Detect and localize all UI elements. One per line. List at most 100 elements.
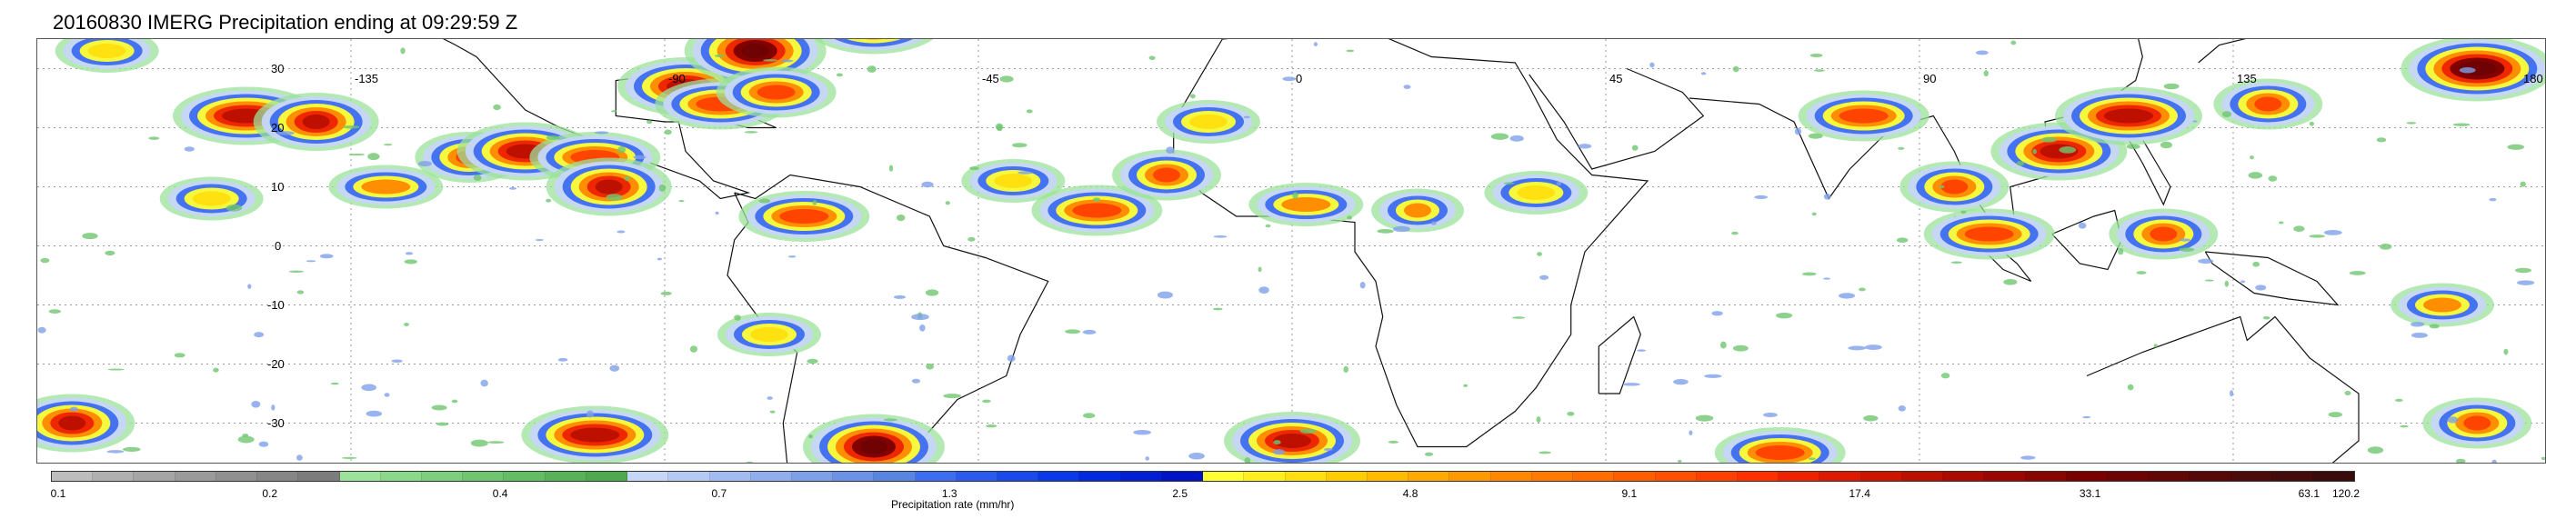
precip-cell	[570, 427, 620, 443]
precip-speck	[714, 54, 725, 57]
precip-cell	[2104, 108, 2153, 124]
precip-speck	[2221, 111, 2232, 117]
colorbar-segment	[421, 472, 464, 481]
colorbar-segment	[1779, 472, 1820, 481]
precip-speck	[2459, 66, 2476, 74]
precipitation-map[interactable]: 30 20 10 0 -10 -20 -30 -135 -90 -45 0 45 90 135 180	[36, 38, 2546, 464]
precip-cell	[1940, 179, 1969, 195]
precip-cell	[741, 44, 769, 58]
colorbar-segment	[52, 472, 94, 481]
colorbar-segment	[1079, 472, 1121, 481]
precip-speck	[1065, 329, 1081, 334]
precip-speck	[1732, 65, 1739, 73]
precip-speck	[557, 357, 568, 362]
precip-speck	[82, 233, 98, 240]
precip-speck	[2279, 221, 2284, 225]
precip-speck	[2252, 261, 2260, 267]
precip-speck	[689, 345, 698, 353]
precip-speck	[319, 254, 334, 259]
precip-cell	[994, 174, 1033, 188]
precip-speck	[226, 204, 243, 212]
colorbar-tick-label: 120.2	[2331, 487, 2360, 500]
precip-speck	[417, 161, 432, 167]
precip-speck	[1864, 344, 1882, 350]
colorbar-segment	[833, 472, 875, 481]
precip-speck	[254, 332, 265, 338]
precip-speck	[1975, 50, 1989, 55]
precip-speck	[1898, 146, 1905, 150]
precip-speck	[546, 198, 552, 203]
colorbar-tick-label: 2.5	[1172, 487, 1188, 500]
coastline	[2198, 39, 2247, 64]
colorbar-segment	[1244, 472, 1286, 481]
precip-speck	[2376, 137, 2387, 143]
precip-speck	[1145, 456, 1149, 461]
precip-cell	[361, 179, 411, 195]
precip-speck	[1578, 144, 1592, 149]
precip-speck	[1157, 291, 1173, 299]
precip-cell	[1273, 434, 1311, 448]
precip-speck	[999, 75, 1014, 83]
precip-speck	[2153, 344, 2158, 348]
precip-speck	[343, 125, 360, 129]
precip-speck	[1567, 411, 1575, 416]
precip-speck	[508, 187, 517, 190]
precip-speck	[1823, 194, 1831, 200]
precip-speck	[2032, 148, 2037, 155]
precip-speck	[715, 211, 719, 215]
precip-speck	[1754, 195, 1769, 200]
precip-speck	[2349, 271, 2366, 275]
precip-cell	[1153, 167, 1180, 183]
colorbar-segment	[2313, 472, 2355, 481]
precip-speck	[367, 153, 380, 161]
precip-speck	[431, 404, 447, 411]
precip-speck	[2541, 456, 2545, 461]
precip-speck	[1258, 266, 1262, 273]
precip-speck	[1839, 293, 1856, 299]
precip-speck	[1273, 449, 1286, 455]
precip-speck	[105, 250, 115, 256]
colorbar-tick-label: 0.2	[262, 487, 278, 500]
precip-speck	[2517, 280, 2535, 285]
precip-speck	[1809, 53, 1823, 57]
precip-speck	[2268, 175, 2278, 182]
precip-speck	[1258, 286, 1269, 294]
precip-speck	[306, 260, 316, 263]
precip-speck	[995, 123, 1004, 131]
precip-speck	[2395, 398, 2403, 403]
precip-speck	[383, 144, 393, 146]
precip-speck	[487, 441, 505, 444]
precip-cell	[1404, 203, 1431, 218]
precip-speck	[807, 358, 818, 364]
precip-speck	[2514, 267, 2531, 274]
precip-speck	[1509, 135, 1524, 142]
precip-speck	[2379, 244, 2392, 250]
colorbar-segment	[216, 472, 258, 481]
precip-speck	[40, 257, 50, 264]
precip-speck	[1711, 311, 1723, 316]
precip-speck	[1673, 379, 1689, 385]
precip-cell	[2254, 96, 2282, 112]
precip-speck	[2248, 172, 2263, 179]
precip-speck	[1622, 383, 1640, 386]
colorbar-segment	[380, 472, 422, 481]
coastline	[2086, 315, 2360, 463]
precip-speck	[2082, 415, 2091, 419]
precip-speck	[1189, 94, 1196, 99]
colorbar-segment	[1860, 472, 1902, 481]
precip-speck	[921, 181, 934, 188]
precip-speck	[986, 424, 997, 428]
precip-speck	[744, 131, 758, 134]
colorbar-segment	[1326, 472, 1368, 481]
lon-label: 0	[1296, 72, 1303, 85]
precip-speck	[174, 353, 185, 358]
precip-speck	[896, 215, 906, 222]
precip-cell	[58, 415, 86, 431]
precip-cell	[1281, 197, 1331, 212]
precip-cell	[302, 115, 330, 129]
colorbar-segment	[1737, 472, 1779, 481]
colorbar-segment	[1943, 472, 1985, 481]
precip-speck	[1536, 416, 1541, 424]
precip-speck	[1430, 221, 1437, 225]
precip-speck	[258, 441, 269, 447]
